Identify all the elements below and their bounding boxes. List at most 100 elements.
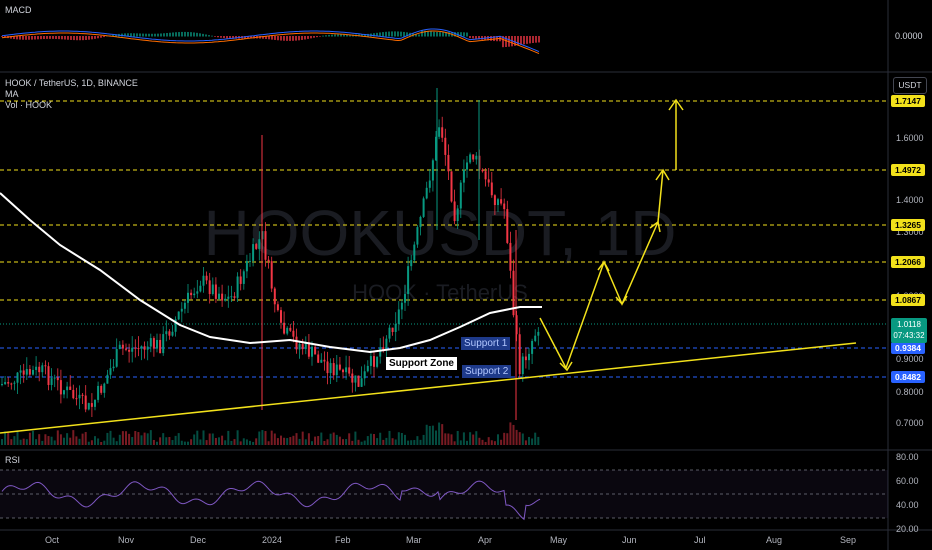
candle-body	[286, 327, 289, 334]
macd-line	[1, 28, 540, 53]
support-zone-label[interactable]: Support Zone	[386, 357, 457, 370]
macd-title: MACD	[5, 5, 32, 15]
candle-body	[363, 371, 366, 379]
volume-bar	[171, 440, 174, 445]
candle-body	[81, 394, 84, 396]
candle-body	[47, 366, 50, 385]
volume-bar	[137, 432, 140, 445]
candle-body	[1, 384, 3, 386]
volume-bar	[125, 431, 127, 445]
volume-bar	[292, 435, 295, 445]
candle-body	[509, 242, 512, 271]
volume-bar	[63, 437, 65, 445]
volume-bar	[264, 431, 267, 445]
level-price-tag: 0.8482	[891, 371, 925, 383]
candle-body	[512, 270, 515, 316]
volume-bar	[199, 439, 202, 445]
currency-button[interactable]: USDT	[893, 77, 927, 94]
candle-body	[50, 378, 53, 385]
volume-bar	[177, 433, 180, 445]
volume-bar	[360, 441, 363, 445]
volume-bar	[28, 432, 31, 445]
volume-bar	[149, 430, 152, 445]
volume-bar	[342, 439, 344, 445]
candle-body	[428, 180, 431, 188]
volume-bar	[66, 433, 69, 445]
candle-body	[385, 338, 388, 350]
volume-bar	[459, 440, 462, 445]
volume-bar	[397, 432, 400, 445]
volume-bar	[407, 440, 410, 445]
candle-body	[205, 275, 208, 281]
support-2-label[interactable]: Support 2	[462, 365, 512, 378]
volume-bar	[462, 432, 465, 445]
candle-body	[28, 369, 31, 375]
ma-indicator-label[interactable]: MA	[5, 89, 19, 99]
volume-bar	[180, 440, 183, 445]
candle-body	[7, 382, 10, 384]
volume-bar	[106, 432, 109, 445]
volume-bar	[75, 436, 78, 445]
candle-body	[183, 302, 186, 309]
volume-bar	[100, 441, 103, 445]
volume-bar	[534, 432, 537, 445]
candle-body	[202, 275, 205, 286]
volume-bar	[369, 433, 372, 445]
candle-body	[168, 331, 171, 336]
level-price-tag: 1.0867	[891, 294, 925, 306]
bar-countdown: 07:43:32	[893, 331, 925, 340]
volume-bar	[162, 433, 165, 445]
volume-bar	[453, 441, 456, 445]
candle-body	[227, 296, 230, 299]
candle-body	[345, 367, 348, 373]
volume-bar	[242, 438, 245, 445]
volume-bar	[450, 434, 453, 445]
candle-body	[75, 398, 78, 400]
candle-body	[16, 372, 19, 383]
support-1-label[interactable]: Support 1	[461, 337, 511, 350]
volume-bar	[475, 431, 478, 445]
volume-bar	[208, 433, 211, 445]
volume-indicator-label[interactable]: Vol · HOOK	[5, 100, 53, 110]
candle-body	[298, 344, 301, 350]
candle-body	[354, 375, 357, 383]
time-axis-tick: Oct	[45, 535, 60, 545]
volume-bar	[56, 430, 59, 445]
level-price-tag: 0.9384	[891, 342, 925, 354]
candle-body	[301, 344, 304, 350]
candle-body	[134, 347, 137, 349]
candle-body	[35, 366, 38, 370]
volume-bar	[515, 429, 518, 445]
volume-bar	[280, 435, 282, 445]
volume-bar	[84, 432, 87, 445]
candle-body	[211, 284, 214, 295]
candle-body	[360, 378, 363, 387]
volume-bar	[438, 422, 441, 445]
volume-bar	[512, 424, 515, 445]
volume-bar	[218, 437, 220, 445]
volume-bar	[255, 438, 258, 445]
volume-bars	[1, 422, 540, 445]
candle-body	[351, 373, 354, 383]
symbol-title[interactable]: HOOK / TetherUS, 1D, BINANCE	[5, 78, 138, 88]
candle-body	[90, 403, 93, 407]
volume-bar	[493, 441, 496, 445]
volume-bar	[81, 433, 84, 445]
candle-body	[447, 154, 450, 172]
candle-body	[100, 385, 103, 393]
volume-bar	[301, 431, 304, 445]
time-axis-tick: Mar	[406, 535, 422, 545]
volume-bar	[134, 431, 137, 445]
candle-body	[199, 285, 202, 292]
candle-body	[435, 136, 437, 161]
volume-bar	[528, 436, 530, 445]
candle-body	[413, 244, 416, 261]
candle-body	[273, 288, 276, 305]
volume-bar	[497, 434, 499, 445]
volume-bar	[230, 440, 233, 445]
volume-bar	[156, 441, 158, 445]
volume-bar	[214, 437, 217, 445]
rising-trendline	[0, 342, 857, 434]
volume-bar	[472, 434, 475, 445]
